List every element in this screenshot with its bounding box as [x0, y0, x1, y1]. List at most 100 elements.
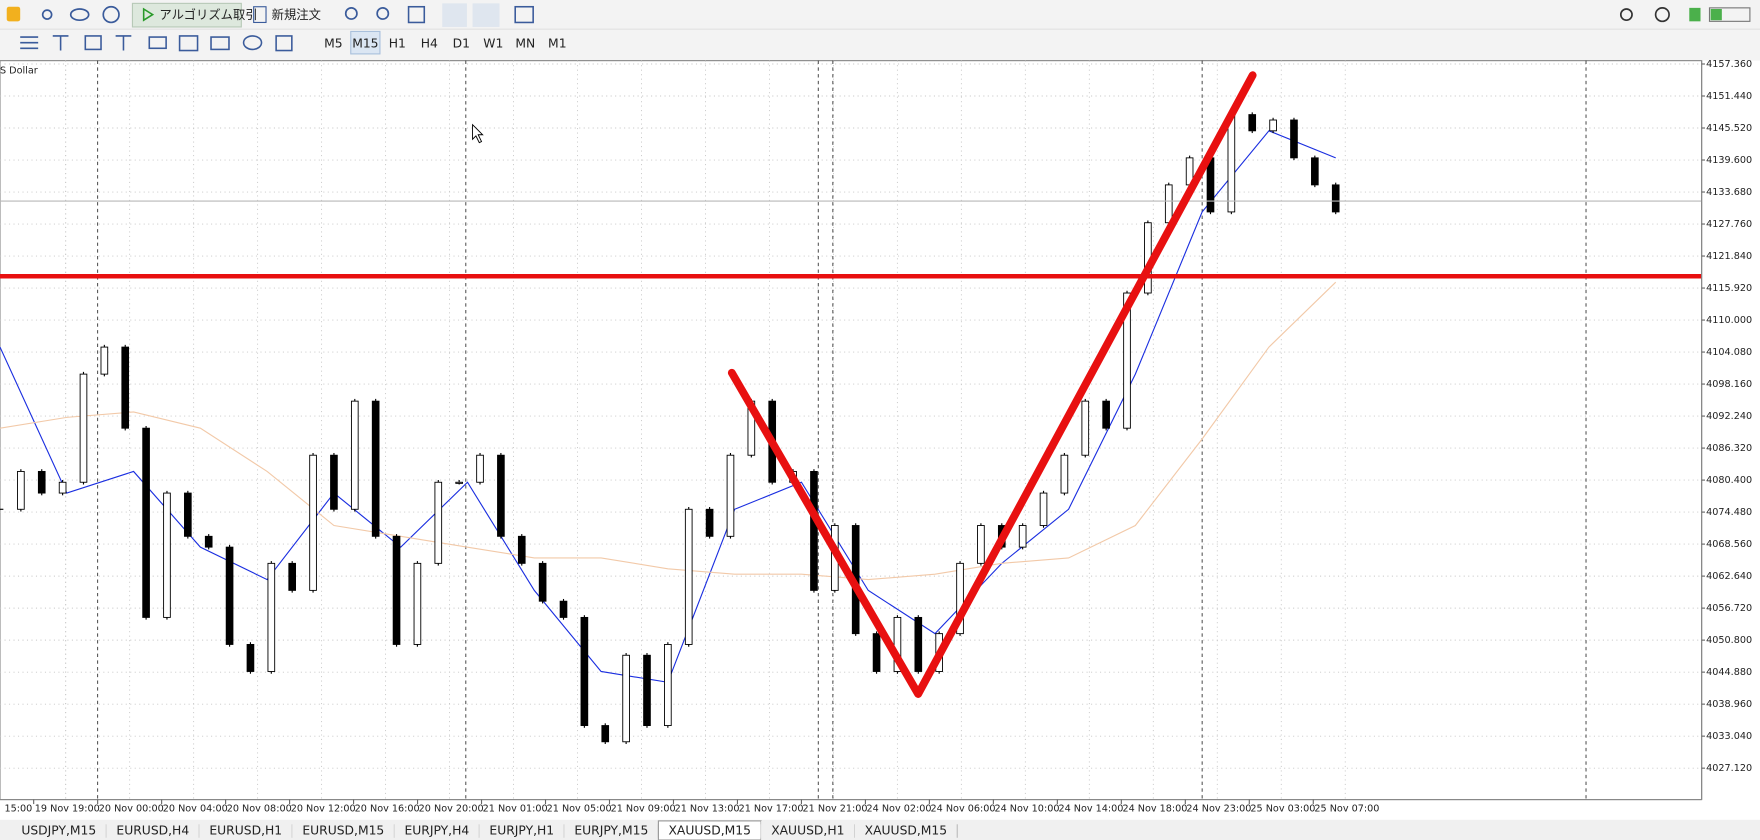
account-icon[interactable] [1654, 7, 1670, 23]
x-tick-label: 20 Nov 04:00 [163, 804, 228, 815]
tab-label[interactable]: XAUUSD,M15 [669, 824, 751, 838]
candle-body [893, 616, 902, 672]
algo-button[interactable] [131, 2, 242, 28]
search-icon[interactable] [1619, 8, 1633, 22]
lock-icon[interactable] [6, 6, 21, 22]
tab-bg[interactable] [394, 820, 480, 840]
tab-bg[interactable] [854, 820, 958, 840]
candle-body [872, 633, 881, 672]
x-tick-label: 21 Nov 01:00 [483, 804, 548, 815]
tab-bg[interactable] [564, 820, 659, 840]
candle-body [622, 654, 630, 743]
autoscroll[interactable] [442, 3, 467, 27]
candle-body [956, 562, 964, 635]
candle-body [392, 535, 401, 645]
timeframe-button[interactable]: H1 [389, 36, 406, 50]
tab-bg[interactable] [761, 820, 855, 840]
tab-label[interactable]: EURUSD,H1 [209, 824, 282, 838]
candle-body [309, 454, 317, 591]
candle-body [726, 454, 735, 537]
candle-body [1039, 492, 1048, 526]
x-tick-label: 24 Nov 02:00 [867, 804, 932, 815]
candle-body [684, 508, 693, 645]
signal-icon[interactable] [41, 9, 53, 20]
order-icon[interactable] [253, 6, 267, 24]
timeframe-button[interactable]: D1 [453, 36, 470, 50]
y-tick-label: 4044.880 [1706, 667, 1752, 678]
candle-body [1206, 157, 1215, 213]
zoom-in[interactable] [344, 7, 358, 20]
candle-body [538, 562, 547, 602]
timeframe-button[interactable]: W1 [483, 36, 503, 50]
y-tick-label: 4062.640 [1706, 571, 1752, 582]
play-icon [142, 7, 155, 22]
user-drawn-v[interactable] [727, 71, 1257, 698]
candle-body [371, 400, 380, 537]
timeframe-button[interactable]: MN [515, 36, 535, 50]
y-tick-label: 4104.080 [1706, 347, 1752, 358]
new-order-label[interactable]: 新規注文 [272, 7, 321, 22]
candle-body [121, 346, 130, 429]
candle-body [17, 470, 25, 510]
candle-body [497, 454, 505, 537]
tab-bg[interactable] [479, 820, 565, 840]
candle-body [142, 427, 150, 618]
tab-label[interactable]: EURJPY,M15 [574, 824, 648, 838]
candle-body [643, 654, 651, 727]
cloud-icon[interactable] [69, 8, 90, 22]
y-tick-label: 4038.960 [1706, 699, 1752, 710]
timeframe-button[interactable]: H4 [421, 36, 438, 50]
timeframe-button[interactable]: M5 [324, 36, 342, 50]
y-tick-label: 4050.800 [1706, 635, 1752, 646]
x-tick-label: 21 Nov 09:00 [611, 804, 676, 815]
tab-label[interactable]: EURJPY,H4 [404, 824, 469, 838]
tab-label[interactable]: XAUUSD,M15 [865, 824, 947, 838]
tab-label[interactable]: XAUUSD,H1 [771, 824, 844, 838]
x-tick-label: 24 Nov 23:00 [1186, 804, 1251, 815]
candle-body [100, 346, 109, 375]
tab-label[interactable]: EURUSD,M15 [302, 824, 384, 838]
candle-body [1060, 454, 1069, 494]
drawing-tools[interactable] [20, 35, 293, 52]
y-tick-label: 4074.480 [1706, 507, 1752, 518]
timeframe-active [350, 30, 381, 55]
y-tick-label: 4098.160 [1706, 379, 1752, 390]
tab-label[interactable]: EURUSD,H4 [116, 824, 189, 838]
timeframe-button[interactable]: M1 [548, 36, 566, 50]
x-tick-label: 15:00 [4, 804, 32, 815]
mouse-cursor [472, 123, 484, 144]
timeframe-bar: M5 M15 H1 H4 D1 W1 MN M1 [324, 30, 567, 55]
y-tick-label: 4139.600 [1706, 155, 1752, 166]
screenshot[interactable] [514, 5, 534, 24]
tab-label[interactable]: USDJPY,M15 [21, 824, 96, 838]
candle-body [184, 492, 192, 537]
candle-body [288, 562, 297, 591]
battery-level [1710, 8, 1722, 21]
candle-body [1227, 114, 1236, 213]
tab-bg[interactable] [199, 820, 293, 840]
candle-body [1311, 157, 1319, 186]
x-tick-label: 19 Nov 19:00 [35, 804, 100, 815]
x-tick-label: 20 Nov 00:00 [99, 804, 164, 815]
candle-body [1081, 400, 1090, 456]
y-tick-label: 4157.360 [1706, 59, 1752, 70]
tab-bg[interactable] [292, 820, 395, 840]
y-tick-label: 4151.440 [1706, 91, 1752, 102]
candle-body [413, 562, 422, 645]
chart-shift[interactable] [472, 3, 500, 27]
y-tick-label: 4145.520 [1706, 123, 1752, 134]
candle-body [517, 535, 526, 564]
timeframe-button[interactable]: M15 [352, 36, 378, 50]
y-tick-label: 4068.560 [1706, 539, 1752, 550]
zoom-out[interactable] [376, 7, 390, 20]
x-tick-label: 25 Nov 07:00 [1314, 804, 1379, 815]
tab-bg[interactable] [106, 820, 200, 840]
vps-icon[interactable] [102, 5, 120, 24]
tile-icon[interactable] [407, 5, 426, 24]
period-separators [97, 60, 1587, 800]
candle-body [267, 562, 276, 672]
tab-label[interactable]: EURJPY,H1 [489, 824, 554, 838]
candle-body [601, 725, 610, 743]
tab-bg[interactable] [11, 820, 107, 840]
